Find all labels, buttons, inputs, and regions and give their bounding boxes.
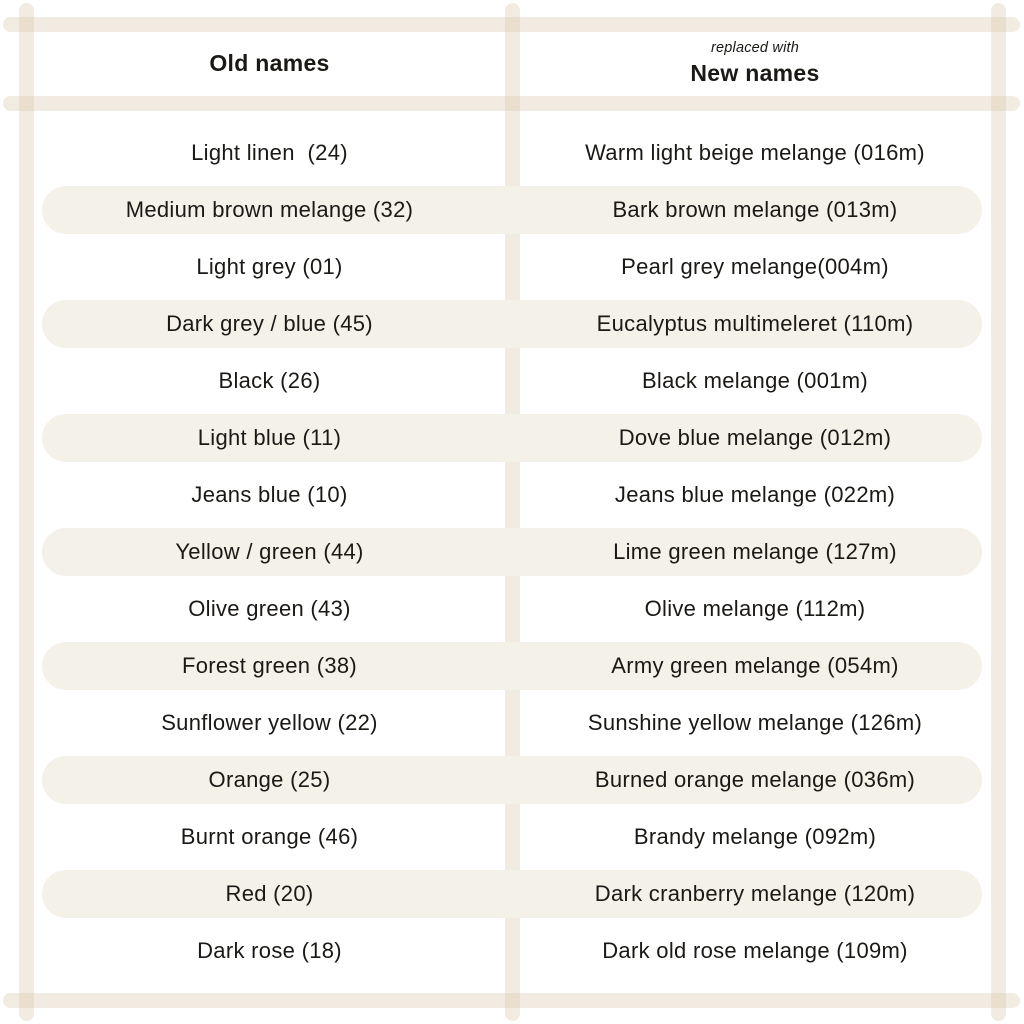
table-row: Light linen (24) Warm light beige melang… — [0, 124, 1024, 181]
table-row: Red (20) Dark cranberry melange (120m) — [0, 865, 1024, 922]
table-body: Light linen (24) Warm light beige melang… — [0, 124, 1024, 979]
table-row: Black (26) Black melange (001m) — [0, 352, 1024, 409]
new-name-cell: Burned orange melange (036m) — [594, 766, 916, 792]
old-name-cell: Forest green (38) — [181, 652, 358, 678]
old-names-header: Old names — [209, 49, 330, 76]
old-name-cell: Light grey (01) — [196, 253, 343, 279]
table-row: Light blue (11) Dove blue melange (012m) — [0, 409, 1024, 466]
new-name-cell: Dark old rose melange (109m) — [602, 937, 908, 963]
old-name-cell: Dark rose (18) — [197, 937, 342, 963]
replaced-with-label: replaced with — [710, 39, 800, 56]
old-name-cell: Sunflower yellow (22) — [161, 709, 378, 735]
table-row: Light grey (01) Pearl grey melange(004m) — [0, 238, 1024, 295]
old-name-cell: Red (20) — [225, 880, 314, 906]
table-row: Sunflower yellow (22) Sunshine yellow me… — [0, 694, 1024, 751]
frame-vertical-bar-left — [19, 3, 34, 1021]
table-row: Jeans blue (10) Jeans blue melange (022m… — [0, 466, 1024, 523]
new-name-cell: Army green melange (054m) — [611, 652, 899, 678]
old-name-cell: Jeans blue (10) — [191, 481, 348, 507]
frame-vertical-bar-right — [991, 3, 1006, 1021]
old-name-cell: Medium brown melange (32) — [125, 196, 414, 222]
frame-horizontal-bar-top — [3, 17, 1020, 32]
table-row: Olive green (43) Olive melange (112m) — [0, 580, 1024, 637]
old-name-cell: Yellow / green (44) — [175, 538, 364, 564]
new-name-cell: Lime green melange (127m) — [613, 538, 897, 564]
table-header: Old names replaced with New names — [0, 30, 1024, 96]
new-name-cell: Olive melange (112m) — [644, 595, 866, 621]
new-name-cell: Dark cranberry melange (120m) — [594, 880, 916, 906]
table-row: Burnt orange (46) Brandy melange (092m) — [0, 808, 1024, 865]
new-name-cell: Sunshine yellow melange (126m) — [587, 709, 923, 735]
old-name-cell: Black (26) — [218, 367, 321, 393]
new-name-cell: Dove blue melange (012m) — [618, 424, 892, 450]
new-name-cell: Eucalyptus multimeleret (110m) — [596, 310, 914, 336]
new-name-cell: Black melange (001m) — [641, 367, 869, 393]
new-names-header: replaced with New names — [519, 30, 991, 96]
old-name-cell: Light linen (24) — [191, 139, 348, 165]
new-name-cell: Brandy melange (092m) — [633, 823, 877, 849]
old-name-cell: Light blue (11) — [197, 424, 342, 450]
frame-horizontal-bar-header — [3, 96, 1020, 111]
frame-horizontal-bar-bottom — [3, 993, 1020, 1008]
table-row: Dark grey / blue (45) Eucalyptus multime… — [0, 295, 1024, 352]
old-name-cell: Orange (25) — [208, 766, 331, 792]
table-row: Orange (25) Burned orange melange (036m) — [0, 751, 1024, 808]
new-name-cell: Bark brown melange (013m) — [612, 196, 898, 222]
table-row: Dark rose (18) Dark old rose melange (10… — [0, 922, 1024, 979]
old-name-cell: Olive green (43) — [188, 595, 351, 621]
old-name-cell: Burnt orange (46) — [180, 823, 359, 849]
table-row: Medium brown melange (32) Bark brown mel… — [0, 181, 1024, 238]
old-name-cell: Dark grey / blue (45) — [166, 310, 373, 336]
table-row: Forest green (38) Army green melange (05… — [0, 637, 1024, 694]
new-name-cell: Pearl grey melange(004m) — [621, 253, 889, 279]
new-names-label: New names — [690, 59, 820, 86]
new-name-cell: Jeans blue melange (022m) — [614, 481, 896, 507]
new-name-cell: Warm light beige melange (016m) — [585, 139, 925, 165]
table-row: Yellow / green (44) Lime green melange (… — [0, 523, 1024, 580]
